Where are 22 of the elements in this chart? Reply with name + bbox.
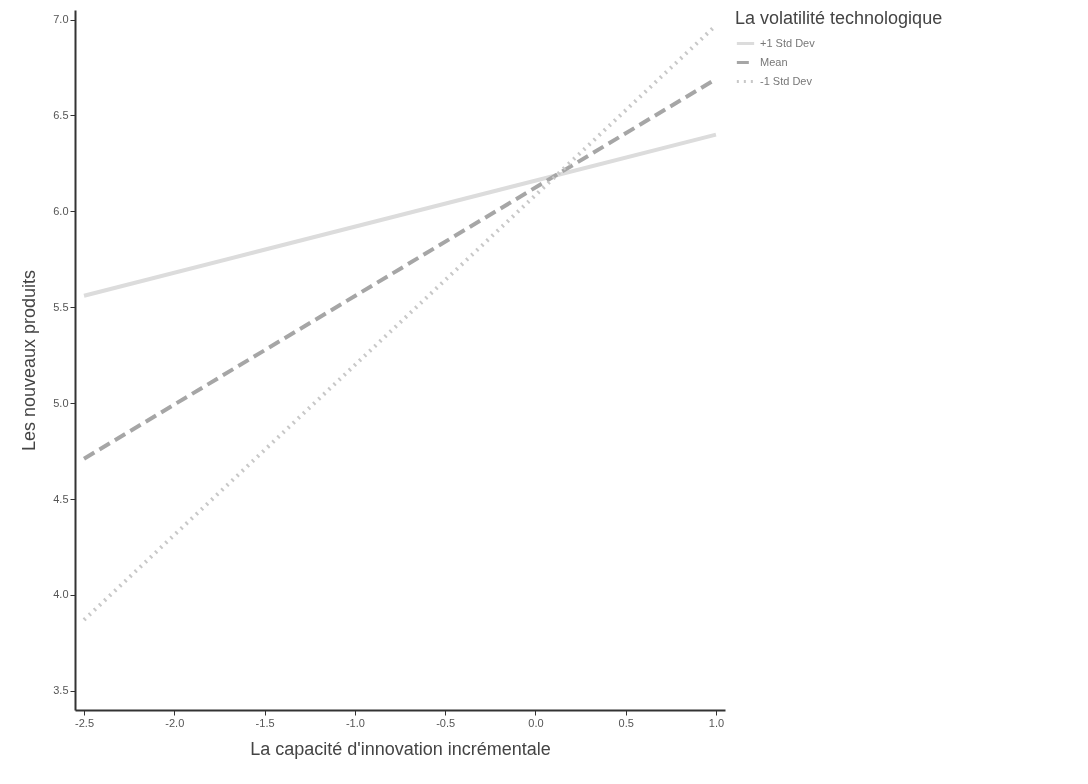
x-tick-label: -2.5 xyxy=(75,716,95,729)
y-tick-label: 5.0 xyxy=(53,396,69,409)
x-tick-label: -1.0 xyxy=(345,716,365,729)
y-tick-label: 6.0 xyxy=(53,204,69,217)
legend-label: -1 Std Dev xyxy=(760,74,813,87)
y-tick-label: 6.5 xyxy=(53,108,69,121)
legend-label: +1 Std Dev xyxy=(760,36,816,49)
x-tick-label: -2.0 xyxy=(165,716,185,729)
y-tick-label: 3.5 xyxy=(53,684,69,697)
x-tick-label: -1.5 xyxy=(255,716,275,729)
x-tick-label: 0.5 xyxy=(618,716,634,729)
y-tick-label: 7.0 xyxy=(53,13,69,26)
y-axis-title: Les nouveaux produits xyxy=(19,269,40,452)
x-tick-label: -0.5 xyxy=(436,716,456,729)
x-tick-label: 0.0 xyxy=(528,716,544,729)
y-tick-label: 4.0 xyxy=(53,588,69,601)
x-axis-title: La capacité d'innovation incrémentale xyxy=(250,738,551,759)
x-tick-label: 1.0 xyxy=(708,716,725,729)
y-tick-label: 4.5 xyxy=(53,492,69,505)
y-tick-label: 5.5 xyxy=(53,300,69,313)
legend-title: La volatilité technologique xyxy=(735,8,943,28)
legend-label: Mean xyxy=(760,55,788,68)
